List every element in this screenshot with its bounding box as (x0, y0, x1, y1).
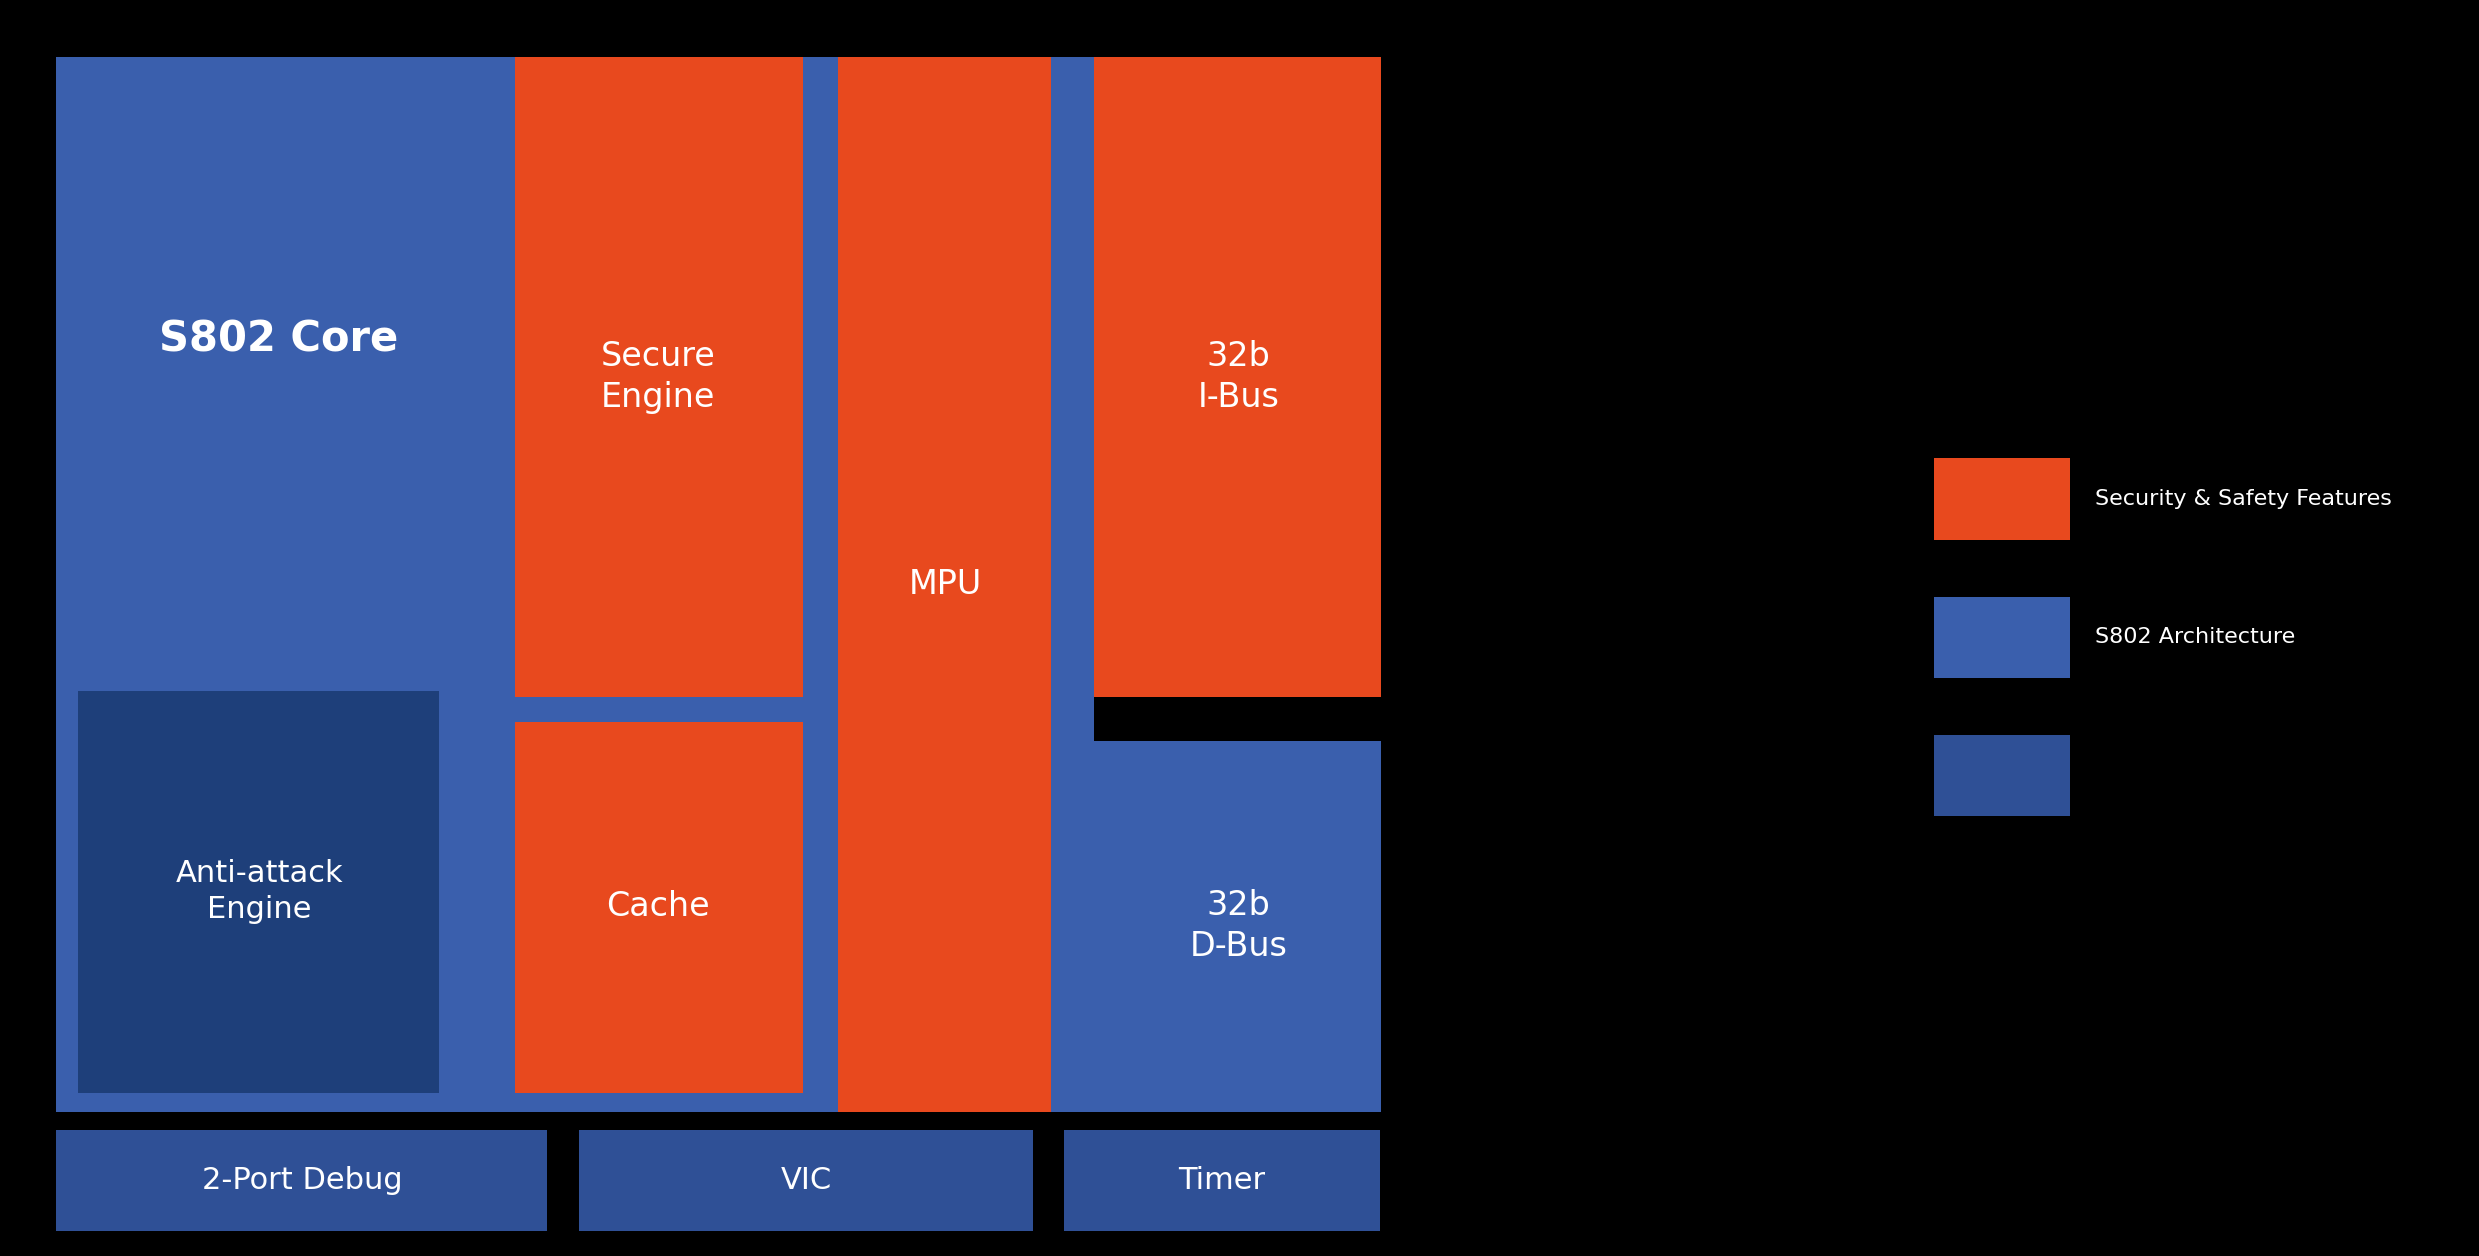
FancyBboxPatch shape (1093, 741, 1381, 1112)
FancyBboxPatch shape (55, 1130, 548, 1231)
Text: Timer: Timer (1178, 1166, 1267, 1196)
Text: 32b
I-Bus: 32b I-Bus (1197, 340, 1279, 413)
FancyBboxPatch shape (838, 57, 1051, 1112)
Text: S802 Core: S802 Core (159, 318, 397, 360)
Text: VIC: VIC (781, 1166, 833, 1196)
Text: Secure
Engine: Secure Engine (600, 340, 716, 413)
FancyBboxPatch shape (516, 57, 803, 697)
Text: S802 Architecture: S802 Architecture (2095, 627, 2296, 647)
Text: Cache: Cache (607, 891, 709, 923)
Text: Anti-attack
Engine: Anti-attack Engine (176, 859, 345, 924)
FancyBboxPatch shape (1063, 1130, 1381, 1231)
FancyBboxPatch shape (77, 691, 439, 1093)
Text: MPU: MPU (910, 568, 982, 600)
Text: Security & Safety Features: Security & Safety Features (2095, 489, 2392, 509)
Text: 2-Port Debug: 2-Port Debug (201, 1166, 402, 1196)
FancyBboxPatch shape (1093, 57, 1381, 697)
Text: 32b
D-Bus: 32b D-Bus (1190, 889, 1287, 962)
FancyBboxPatch shape (516, 722, 803, 1093)
FancyBboxPatch shape (578, 1130, 1034, 1231)
FancyBboxPatch shape (55, 57, 1093, 1112)
